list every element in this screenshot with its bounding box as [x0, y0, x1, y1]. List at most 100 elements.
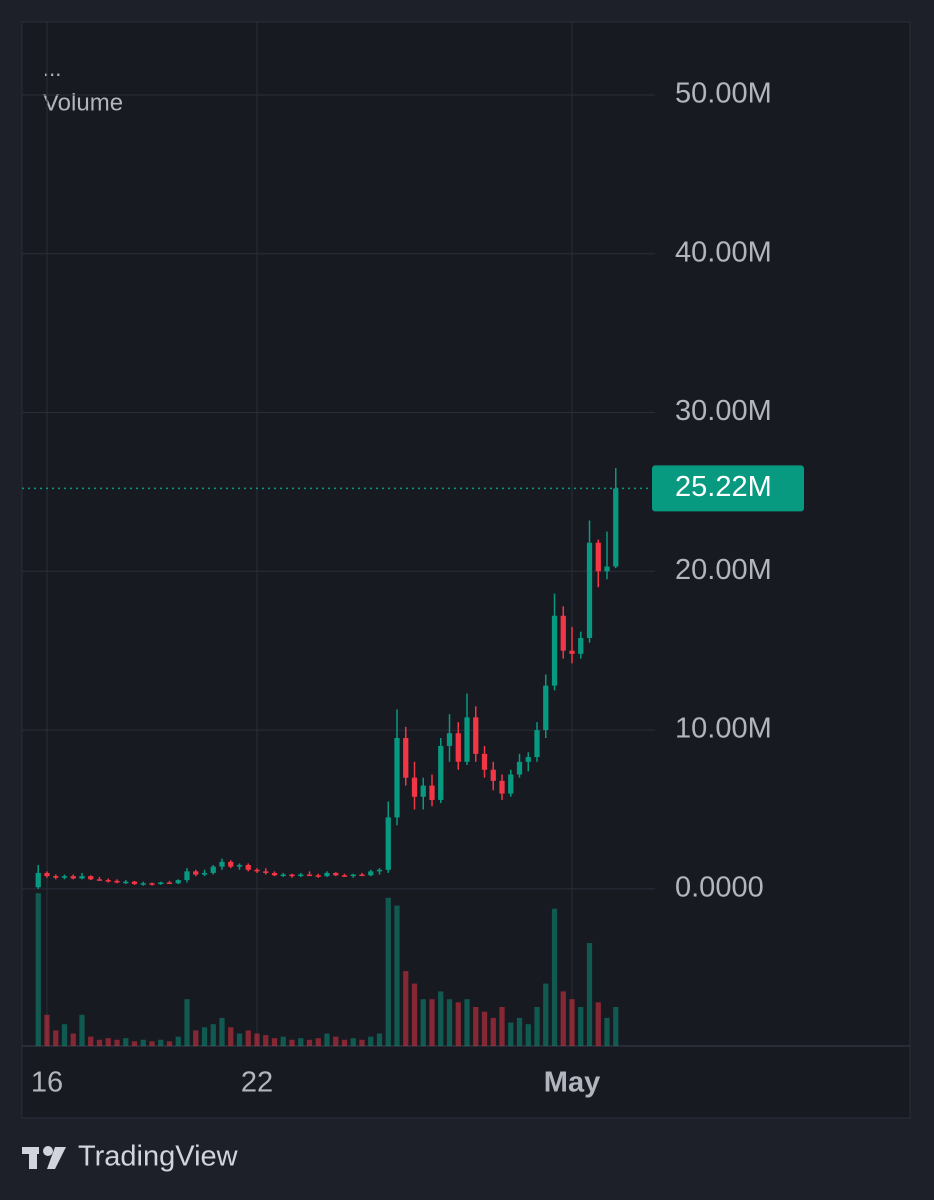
candle-body [499, 780, 505, 794]
volume-bar [158, 1039, 164, 1046]
volume-bar [88, 1036, 94, 1046]
volume-bar [543, 983, 549, 1046]
candle-body [403, 738, 409, 778]
candle-body [604, 566, 610, 572]
volume-bar [184, 999, 190, 1046]
candle-body [324, 872, 330, 877]
x-tick-label: 22 [241, 1067, 273, 1099]
volume-bar [149, 1041, 155, 1046]
candle-body [44, 872, 50, 877]
volume-bar [123, 1038, 129, 1046]
brand-logo [22, 1146, 66, 1169]
candle-body [595, 542, 601, 572]
candle-body [534, 730, 540, 758]
volume-bar [324, 1033, 330, 1046]
legend-title: Volume [43, 89, 123, 116]
x-tick-label: 16 [31, 1067, 63, 1099]
y-tick-label: 40.00M [675, 236, 772, 268]
volume-bar [560, 991, 566, 1046]
candle-body [420, 785, 426, 797]
volume-bar [385, 897, 391, 1046]
volume-bar [236, 1033, 243, 1046]
candle-body [289, 874, 295, 877]
volume-bar [429, 999, 435, 1046]
volume-bar [263, 1035, 269, 1046]
y-tick-label: 0.0000 [675, 871, 764, 903]
candle-body [236, 865, 243, 867]
y-tick-label: 50.00M [675, 78, 772, 110]
candle-body [543, 685, 549, 731]
candle-body [411, 777, 418, 797]
candle-body [298, 874, 304, 877]
volume-bar [508, 1022, 514, 1046]
volume-bar [551, 908, 558, 1046]
volume-bar [464, 999, 470, 1046]
candle-body [578, 637, 584, 654]
volume-bar [201, 1027, 208, 1046]
price-badge-label: 25.22M [675, 471, 772, 503]
y-tick-label: 10.00M [675, 713, 772, 745]
candle-body [376, 869, 383, 872]
y-tick-label: 20.00M [675, 554, 772, 586]
volume-bar [420, 999, 426, 1046]
candle-body [438, 745, 444, 800]
volume-bar [604, 1017, 610, 1046]
volume-bar [569, 999, 575, 1046]
candle-body [569, 650, 575, 654]
volume-bar [586, 943, 593, 1046]
volume-bar [525, 1024, 531, 1046]
volume-bar [289, 1039, 295, 1046]
volume-bar [114, 1039, 120, 1046]
candle-body [193, 871, 199, 875]
candle-body [201, 872, 208, 875]
candle-body [586, 542, 593, 638]
volume-bar [613, 1007, 619, 1046]
candle-body [123, 881, 129, 884]
candle-body [385, 817, 391, 870]
volume-bar [271, 1038, 278, 1046]
candle-body [368, 871, 374, 876]
volume-bar [455, 1002, 461, 1046]
volume-bar [473, 1007, 479, 1046]
candle-body [560, 615, 566, 651]
volume-bar [166, 1041, 173, 1046]
volume-bar [350, 1038, 356, 1046]
volume-bar [578, 1007, 584, 1046]
volume-bar [245, 1030, 251, 1046]
volume-bar [499, 1007, 505, 1046]
legend-menu[interactable]: ... [43, 56, 61, 81]
volume-bar [228, 1027, 234, 1046]
volume-bar [341, 1039, 348, 1046]
volume-bar [96, 1039, 103, 1046]
candle-body [350, 874, 356, 877]
volume-bar [131, 1041, 138, 1046]
candle-body [245, 865, 251, 870]
volume-bar [394, 905, 400, 1046]
candle-body [219, 861, 225, 867]
price-badge [652, 465, 804, 512]
candle-body [446, 733, 453, 746]
candle-body [508, 774, 514, 794]
candle-body [306, 874, 313, 877]
volume-bar [438, 991, 444, 1046]
volume-bar [315, 1038, 321, 1046]
volume-bar [516, 1017, 523, 1046]
volume-bar [79, 1014, 85, 1046]
candle-body [79, 876, 85, 879]
chart-panel [21, 21, 911, 1119]
candle-body [96, 879, 103, 881]
candle-body [228, 861, 234, 867]
candle-body [516, 761, 523, 775]
volume-bar [595, 1002, 601, 1046]
candle-body [525, 757, 531, 762]
candle-body [280, 874, 286, 877]
volume-bar [140, 1039, 146, 1046]
volume-bar [61, 1024, 68, 1046]
candle-body [175, 880, 181, 884]
candle-body [70, 876, 76, 879]
candle-body [254, 869, 260, 872]
candle-body [184, 871, 190, 881]
candle-body [429, 785, 435, 800]
candle-body [455, 733, 461, 762]
